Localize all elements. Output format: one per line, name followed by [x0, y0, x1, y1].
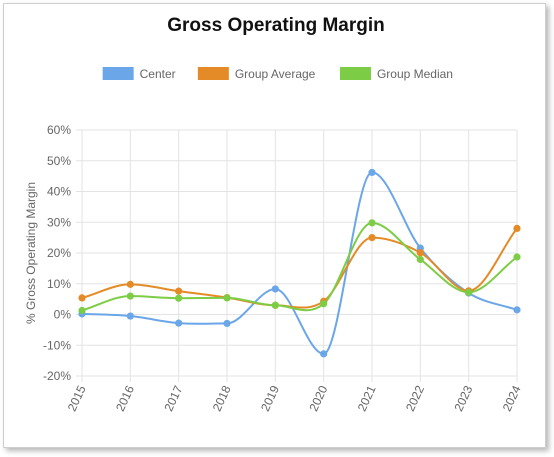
x-tick-label: 2022 [403, 383, 427, 413]
data-point [78, 306, 86, 315]
data-point [513, 224, 521, 232]
series-line [81, 221, 518, 312]
data-point [320, 350, 328, 358]
x-tick-label: 2019 [258, 383, 282, 413]
data-point [126, 280, 134, 288]
grid [76, 129, 518, 382]
chart-title: Gross Operating Margin [167, 15, 384, 36]
y-tick-label: 0% [54, 308, 72, 322]
data-point [271, 285, 279, 293]
data-point [416, 255, 424, 264]
x-tick-label: 2015 [65, 383, 89, 413]
data-point [126, 312, 134, 320]
data-point [465, 288, 473, 296]
x-tick-label: 2021 [355, 383, 379, 413]
x-tick-label: 2017 [161, 383, 185, 413]
y-tick-label: -10% [43, 338, 71, 352]
data-point [126, 292, 134, 300]
legend-swatch [339, 67, 371, 80]
data-point [513, 253, 521, 261]
data-point [368, 219, 376, 227]
x-tick-label: 2023 [451, 383, 475, 413]
series-points [78, 168, 521, 358]
x-axis-ticks: 2015 2016 2017 2018 2019 2020 2021 2022 2023 2024 [65, 383, 524, 413]
data-point [320, 300, 328, 308]
y-tick-label: 60% [47, 123, 71, 137]
x-tick-label: 2020 [306, 383, 330, 413]
y-tick-label: -20% [43, 369, 71, 383]
y-tick-label: 20% [47, 246, 71, 260]
legend-label: Group Median [377, 67, 453, 81]
x-tick-label: 2024 [500, 383, 524, 413]
y-axis-ticks: -20% -10% 0% 10% 20% 30% 40% 50% 60% [43, 123, 71, 383]
series-line [81, 171, 518, 355]
y-tick-label: 40% [47, 185, 71, 199]
legend-label: Group Average [235, 67, 316, 81]
data-point [175, 294, 183, 302]
data-point [223, 294, 231, 302]
x-tick-label: 2016 [113, 383, 137, 413]
data-point [78, 294, 86, 302]
y-tick-label: 50% [47, 154, 71, 168]
data-point [513, 306, 521, 314]
y-tick-label: 30% [47, 215, 71, 229]
data-point [175, 287, 183, 295]
chart-card [3, 3, 546, 448]
data-point [175, 319, 183, 327]
legend: Center Group Average Group Median [102, 67, 453, 81]
legend-swatch [197, 67, 229, 80]
data-point [416, 249, 424, 257]
legend-swatch [102, 67, 134, 80]
data-point [368, 168, 376, 177]
data-point [271, 301, 279, 309]
data-point [368, 234, 376, 242]
y-tick-label: 10% [47, 277, 71, 291]
series-lines [81, 171, 518, 355]
series-line [81, 227, 518, 309]
data-point [223, 319, 231, 328]
legend-label: Center [140, 67, 176, 81]
y-axis-title: % Gross Operating Margin [24, 182, 38, 324]
x-tick-label: 2018 [210, 383, 234, 413]
